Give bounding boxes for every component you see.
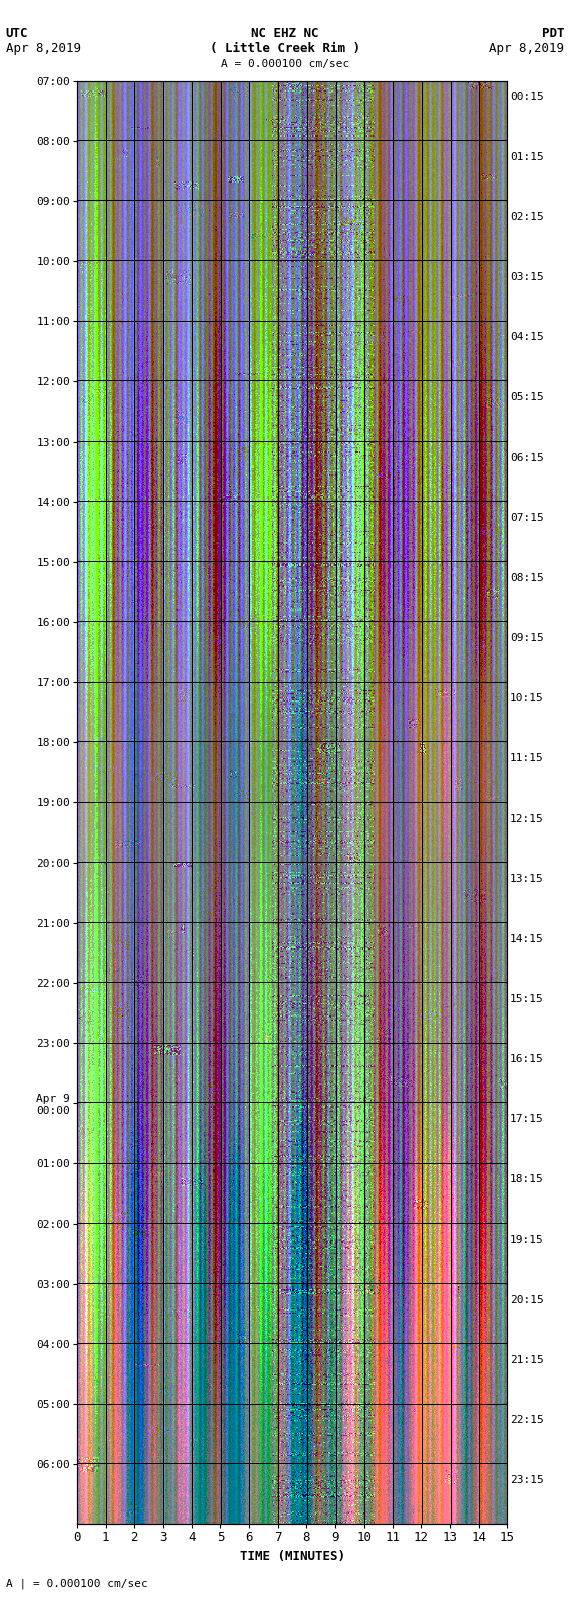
- X-axis label: TIME (MINUTES): TIME (MINUTES): [239, 1550, 345, 1563]
- Text: A = 0.000100 cm/sec: A = 0.000100 cm/sec: [221, 60, 349, 69]
- Text: PDT: PDT: [542, 26, 564, 39]
- Text: A | = 0.000100 cm/sec: A | = 0.000100 cm/sec: [6, 1579, 148, 1589]
- Text: Apr 8,2019: Apr 8,2019: [6, 42, 81, 55]
- Text: UTC: UTC: [6, 26, 28, 39]
- Text: ( Little Creek Rim ): ( Little Creek Rim ): [210, 42, 360, 55]
- Text: Apr 8,2019: Apr 8,2019: [489, 42, 564, 55]
- Text: NC EHZ NC: NC EHZ NC: [251, 26, 319, 39]
